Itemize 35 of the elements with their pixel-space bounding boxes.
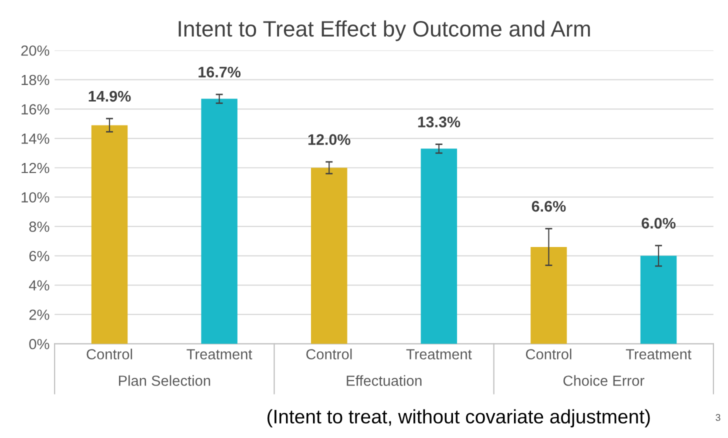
y-tick-label: 20% [21, 45, 50, 56]
text: (Intent to treat, without covariate adjustment) [267, 409, 650, 428]
y-tick-label: 14% [22, 134, 50, 144]
x-tick-label: Treatment [406, 349, 472, 360]
y-tick-label: 18% [22, 74, 50, 86]
text: Effectuation [346, 375, 422, 386]
bar [201, 98, 238, 344]
x-tick-label: Treatment [186, 349, 252, 360]
data-label: 12.0% [308, 134, 350, 145]
text: Plan Selection [118, 375, 210, 386]
data-label: 6.0% [642, 218, 676, 229]
y-tick-label: 10% [22, 192, 50, 203]
y-tick-label: 2% [29, 310, 50, 320]
x-tick-label: Control [86, 348, 132, 360]
x-tick-label: Treatment [626, 349, 692, 360]
data-label: 14.9% [88, 90, 131, 102]
bar [420, 148, 458, 344]
bar [311, 168, 348, 344]
text: 3 [716, 414, 720, 421]
bar [530, 246, 567, 344]
y-tick-label: 8% [29, 222, 50, 232]
y-tick-label: 6% [29, 250, 50, 262]
data-label: 16.7% [198, 66, 241, 78]
x-tick-label: Control [526, 348, 572, 360]
bar [640, 256, 677, 344]
y-tick-label: 12% [22, 162, 50, 174]
bar [91, 125, 128, 344]
text: Choice Error [563, 375, 644, 386]
chart-title: Intent to Treat Effect by Outcome and Arm [178, 20, 590, 42]
data-label: 13.3% [418, 116, 460, 128]
data-label: 6.6% [532, 200, 566, 212]
y-tick-label: 4% [28, 280, 50, 291]
y-tick-label: 0% [29, 338, 50, 350]
y-tick-label: 16% [22, 104, 50, 114]
x-tick-label: Control [306, 348, 352, 360]
